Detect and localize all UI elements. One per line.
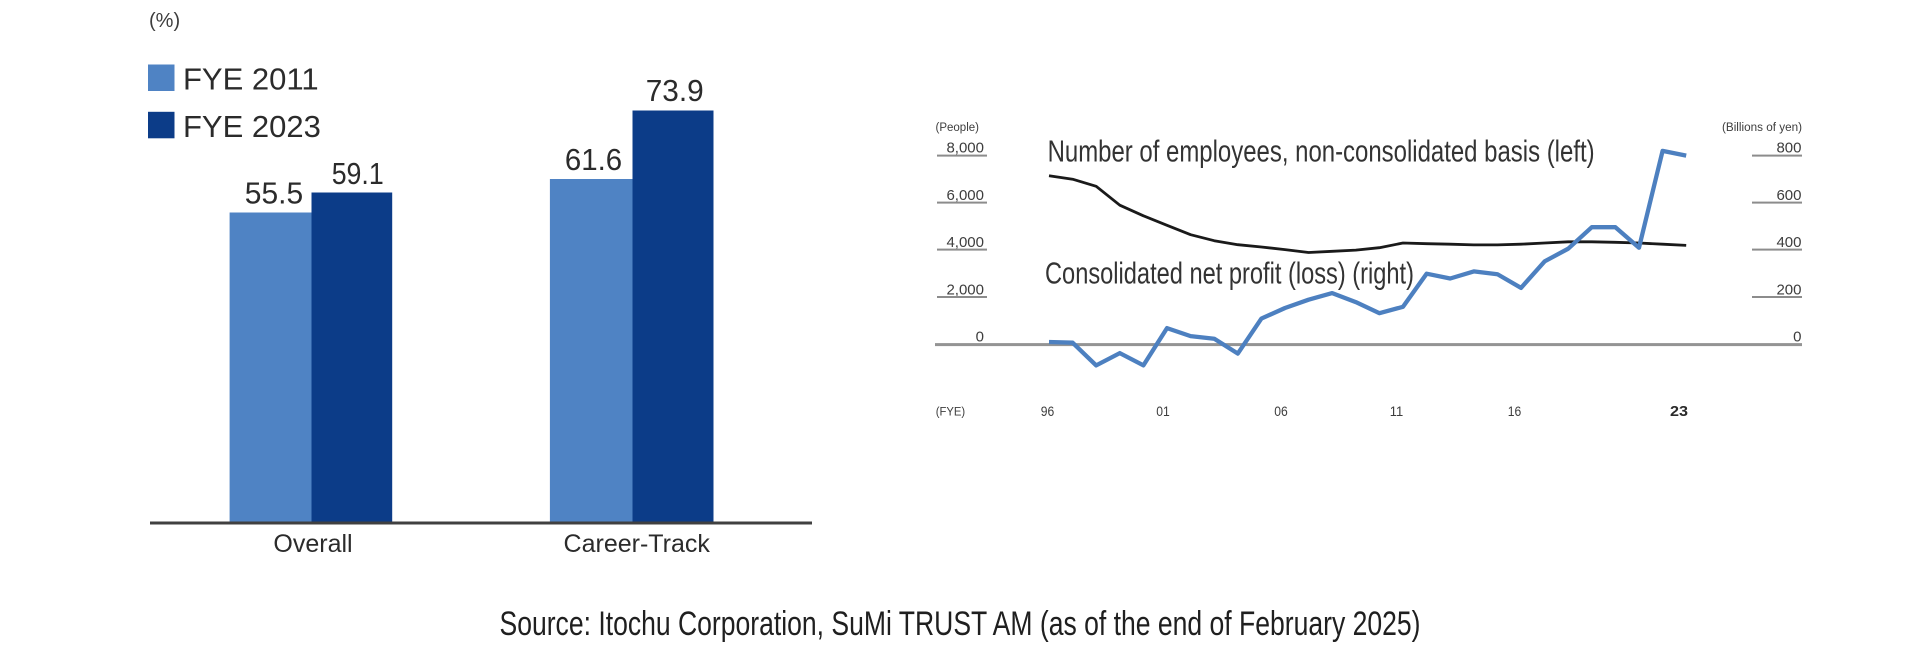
svg-text:8,000: 8,000: [946, 140, 984, 157]
svg-text:6,000: 6,000: [946, 187, 984, 204]
svg-text:400: 400: [1776, 234, 1801, 251]
svg-text:4,000: 4,000: [946, 234, 984, 251]
svg-text:Consolidated net profit (loss): Consolidated net profit (loss) (right): [1045, 256, 1414, 291]
svg-text:55.5: 55.5: [245, 175, 303, 210]
svg-text:23: 23: [1670, 403, 1688, 420]
svg-text:96: 96: [1041, 403, 1055, 419]
svg-text:61.6: 61.6: [565, 142, 622, 177]
svg-text:0: 0: [1793, 329, 1801, 346]
svg-text:01: 01: [1156, 403, 1170, 419]
svg-text:(People): (People): [936, 120, 980, 134]
svg-text:16: 16: [1508, 403, 1522, 419]
svg-text:200: 200: [1776, 281, 1801, 298]
svg-text:11: 11: [1390, 403, 1404, 419]
svg-text:(FYE): (FYE): [936, 404, 966, 418]
svg-text:Source: Itochu Corporation, Su: Source: Itochu Corporation, SuMi TRUST A…: [500, 605, 1421, 643]
svg-text:59.1: 59.1: [332, 156, 384, 191]
svg-text:FYE 2011: FYE 2011: [183, 62, 319, 97]
svg-text:Career-Track: Career-Track: [564, 530, 711, 558]
svg-text:73.9: 73.9: [646, 73, 704, 108]
svg-text:06: 06: [1274, 403, 1288, 419]
svg-text:0: 0: [976, 329, 984, 346]
svg-text:FYE 2023: FYE 2023: [183, 109, 321, 144]
svg-text:600: 600: [1776, 187, 1801, 204]
svg-text:800: 800: [1776, 140, 1801, 157]
svg-text:2,000: 2,000: [946, 281, 984, 298]
svg-text:(%): (%): [149, 10, 180, 32]
svg-text:Number of employees, non-conso: Number of employees, non-consolidated ba…: [1048, 134, 1595, 169]
svg-text:Overall: Overall: [273, 530, 352, 558]
svg-text:(Billions of yen): (Billions of yen): [1722, 120, 1802, 134]
